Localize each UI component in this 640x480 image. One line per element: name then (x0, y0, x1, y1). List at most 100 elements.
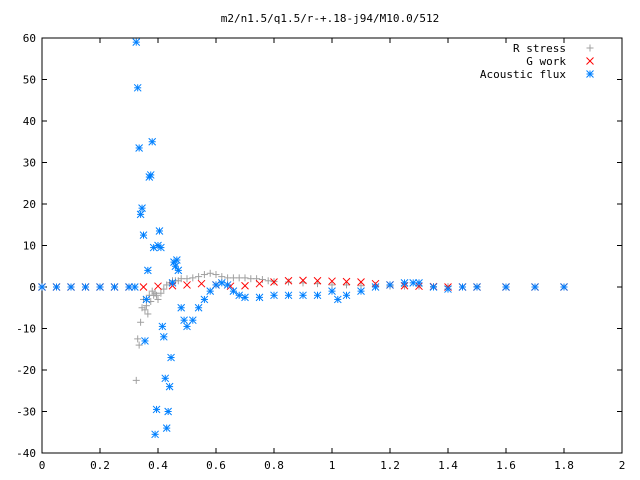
data-point (155, 227, 164, 235)
data-point (171, 262, 180, 271)
data-point (132, 38, 141, 47)
x-tick-label: 1.2 (380, 459, 400, 472)
data-point (560, 283, 568, 291)
data-point (206, 269, 214, 277)
data-point (157, 243, 165, 252)
y-tick-label: 30 (23, 157, 36, 170)
y-axis: -40 -30 -20 -10 0 10 20 30 40 50 60 (16, 32, 622, 460)
y-tick-label: -10 (16, 323, 36, 336)
data-point (136, 210, 145, 219)
data-point (206, 287, 215, 296)
data-point (143, 266, 152, 275)
data-point (328, 277, 336, 286)
y-tick-label: 0 (29, 281, 36, 294)
data-point (146, 171, 155, 179)
data-point (258, 276, 266, 284)
data-point (386, 281, 394, 289)
data-point (284, 276, 293, 285)
data-point (142, 302, 150, 310)
y-tick-label: 10 (23, 240, 36, 253)
data-point (141, 306, 149, 314)
legend-label: G work (526, 55, 566, 68)
data-point (357, 287, 365, 296)
data-point (110, 283, 119, 291)
data-point (299, 276, 307, 285)
data-point (137, 318, 145, 326)
data-point (218, 273, 226, 281)
data-point (38, 283, 46, 291)
data-point (284, 291, 293, 300)
data-point (142, 295, 151, 304)
data-point (125, 283, 133, 291)
y-tick-label: 40 (23, 115, 36, 128)
data-point (200, 271, 208, 279)
data-point (52, 283, 61, 291)
data-point (158, 322, 167, 331)
y-tick-label: 50 (23, 74, 36, 87)
x-tick-label: 1 (329, 459, 336, 472)
data-point (313, 291, 322, 300)
data-point (183, 275, 191, 283)
legend-marker (586, 44, 594, 52)
series-layer (38, 38, 568, 439)
data-point (188, 316, 197, 325)
legend-marker (586, 57, 594, 65)
data-point (133, 83, 142, 92)
data-point (154, 295, 162, 303)
x-tick-label: 1.4 (438, 459, 458, 472)
data-point (183, 322, 191, 331)
x-tick-label: 0.8 (264, 459, 284, 472)
x-tick-label: 2 (619, 459, 626, 472)
series-acoustic-flux (38, 38, 568, 439)
data-point (174, 266, 183, 275)
data-point (138, 204, 146, 213)
data-point (313, 276, 322, 285)
x-tick-label: 1.6 (496, 459, 516, 472)
data-point (139, 231, 148, 239)
x-tick-label: 0 (39, 459, 46, 472)
data-point (333, 295, 342, 304)
data-point (157, 289, 165, 297)
data-point (139, 283, 148, 291)
data-point (415, 278, 423, 287)
data-point (328, 281, 336, 289)
legend-label: Acoustic flux (480, 68, 566, 81)
data-point (285, 278, 292, 286)
x-tick-label: 0.6 (206, 459, 226, 472)
data-point (153, 291, 161, 299)
y-tick-label: -40 (16, 447, 36, 460)
data-point (96, 283, 104, 291)
data-point (165, 382, 174, 391)
data-point (241, 281, 249, 290)
data-point (180, 316, 188, 325)
y-tick-label: 60 (23, 32, 36, 45)
data-point (81, 283, 90, 291)
data-point (255, 279, 264, 288)
data-point (148, 137, 157, 146)
data-point (270, 278, 278, 286)
data-point (154, 282, 162, 291)
data-point (135, 144, 144, 152)
x-tick-label: 0.2 (90, 459, 110, 472)
data-point (342, 277, 351, 286)
data-point (67, 283, 75, 291)
data-point (132, 376, 140, 384)
data-point (183, 281, 191, 289)
data-point (141, 337, 149, 345)
legend-label: R stress (513, 42, 566, 55)
data-point (444, 285, 452, 293)
data-point (189, 274, 197, 282)
data-point (212, 271, 220, 279)
data-point (177, 303, 186, 312)
data-point (168, 278, 177, 287)
data-point (473, 283, 481, 291)
data-point (134, 335, 142, 343)
data-point (229, 287, 238, 296)
data-point (161, 374, 170, 383)
data-point (299, 291, 307, 300)
data-point (152, 405, 161, 414)
data-point (531, 283, 539, 291)
